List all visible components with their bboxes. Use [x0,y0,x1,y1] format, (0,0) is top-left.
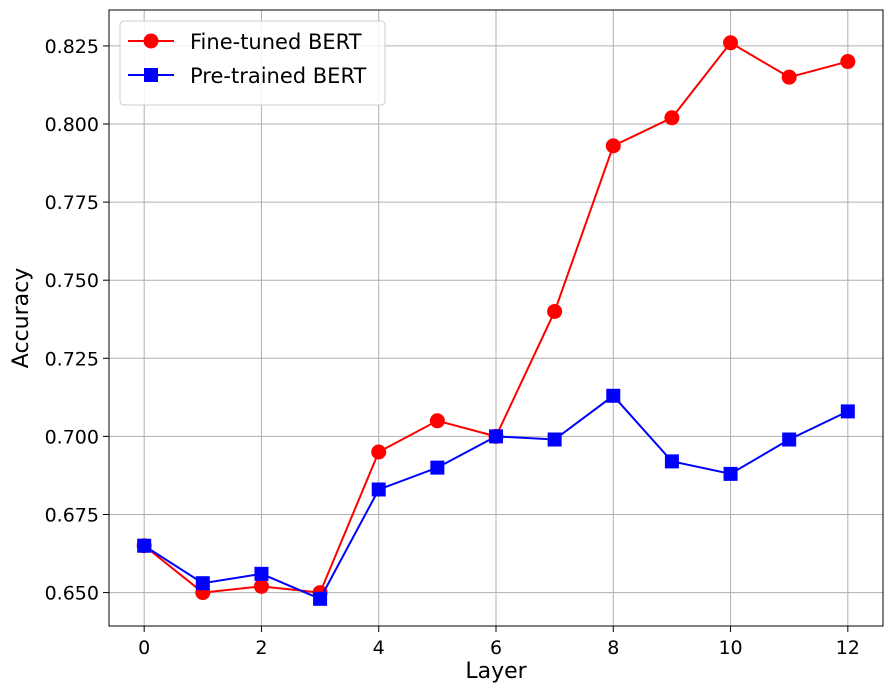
y-tick-label: 0.800 [45,114,99,136]
x-axis: 0 2 4 6 8 10 12 [138,626,860,659]
y-axis-title: Accuracy [9,268,34,368]
data-point [429,413,445,429]
data-point [606,388,621,403]
y-tick-label: 0.700 [45,426,99,448]
x-tick-label: 0 [138,637,150,659]
data-point [371,482,386,497]
x-tick-label: 4 [373,637,385,659]
legend-label: Pre-trained BERT [190,64,367,88]
x-tick-label: 8 [607,637,619,659]
x-tick-label: 12 [836,637,860,659]
legend-item: Fine-tuned BERT [128,30,362,54]
x-tick-label: 2 [255,637,267,659]
y-tick-label: 0.675 [45,504,99,526]
legend-marker [143,33,159,49]
data-point [489,429,503,444]
data-point [840,54,856,70]
y-tick-label: 0.650 [45,583,99,605]
legend-box [119,20,386,106]
data-point [840,404,855,419]
data-point [782,432,797,447]
data-point [371,444,387,460]
x-axis-title: Layer [465,659,527,684]
data-point [313,591,328,606]
data-point [664,110,680,126]
data-point [781,69,797,85]
data-point [664,454,679,469]
data-point [547,432,562,447]
legend-item: Pre-trained BERT [128,64,367,88]
y-axis: 0.650 0.675 0.700 0.725 0.750 0.775 0.800 0.825 [45,36,109,605]
data-point [254,566,269,581]
y-tick-label: 0.775 [45,192,99,214]
legend-label: Fine-tuned BERT [190,30,362,54]
y-tick-label: 0.750 [45,270,99,292]
data-point [430,460,445,475]
x-tick-label: 10 [718,637,742,659]
data-point [137,538,152,553]
series-group [136,35,856,606]
data-point [605,138,621,154]
data-point [723,466,738,481]
y-tick-label: 0.725 [45,348,99,370]
x-tick-label: 6 [490,637,502,659]
data-point [195,576,210,591]
data-point [547,303,563,319]
legend-marker [144,68,158,82]
legend: Fine-tuned BERT Pre-trained BERT [119,20,386,106]
data-point [723,35,739,51]
data-point [253,578,269,594]
y-tick-label: 0.825 [45,36,99,58]
series-2 [137,388,855,606]
